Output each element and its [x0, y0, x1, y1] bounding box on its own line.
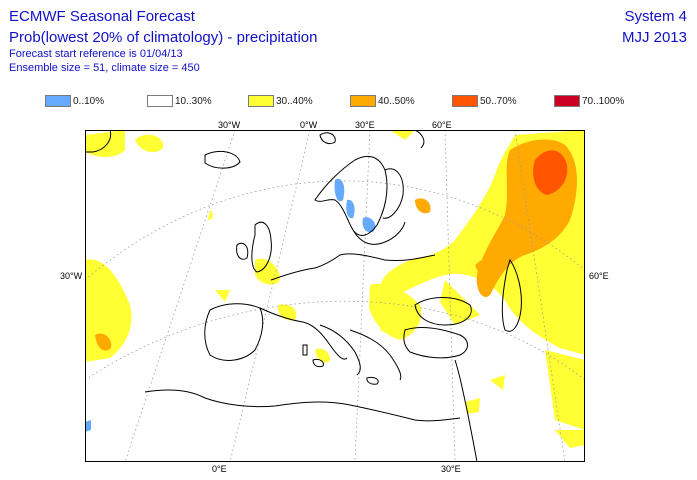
map-title: ECMWF Seasonal Forecast [9, 8, 195, 25]
ensemble-size-text: Ensemble size = 51, climate size = 450 [9, 62, 200, 74]
system-label: System 4 [624, 8, 687, 25]
legend-swatch [452, 95, 478, 107]
top-label-0w: 0°W [300, 120, 318, 130]
map-frame [85, 130, 585, 462]
shading-50-70 [533, 150, 568, 195]
legend-item-0-10: 0..10% [45, 94, 104, 108]
legend-item-70-100: 70..100% [554, 94, 624, 108]
legend-swatch [147, 95, 173, 107]
left-label-30w: 30°W [60, 271, 83, 281]
legend-swatch [350, 95, 376, 107]
legend-label: 0..10% [73, 95, 105, 107]
forecast-start-text: Forecast start reference is 01/04/13 [9, 48, 183, 60]
top-label-30e: 30°E [355, 120, 375, 130]
map-subtitle: Prob(lowest 20% of climatology) - precip… [9, 29, 318, 46]
coastlines [85, 130, 522, 462]
bottom-label-30e: 30°E [441, 464, 461, 474]
legend-item-10-30: 10..30% [147, 94, 212, 108]
probability-map [85, 130, 585, 462]
period-label: MJJ 2013 [621, 29, 687, 46]
legend-label: 10..30% [175, 95, 212, 107]
legend-item-50-70: 50..70% [452, 94, 517, 108]
right-label-60e: 60°E [589, 271, 609, 281]
bottom-label-0e: 0°E [212, 464, 227, 474]
legend: 0..10% 10..30% 30..40% 40..50% 50..70% 7… [0, 94, 697, 110]
legend-item-40-50: 40..50% [350, 94, 415, 108]
legend-label: 30..40% [276, 95, 313, 107]
legend-swatch [554, 95, 580, 107]
legend-label: 50..70% [480, 95, 517, 107]
legend-swatch [248, 95, 274, 107]
legend-swatch [45, 95, 71, 107]
top-label-60e: 60°E [432, 120, 452, 130]
legend-label: 40..50% [378, 95, 415, 107]
legend-label: 70..100% [582, 95, 625, 107]
legend-item-30-40: 30..40% [248, 94, 313, 108]
graticule [85, 130, 585, 462]
top-label-30w: 30°W [218, 120, 241, 130]
